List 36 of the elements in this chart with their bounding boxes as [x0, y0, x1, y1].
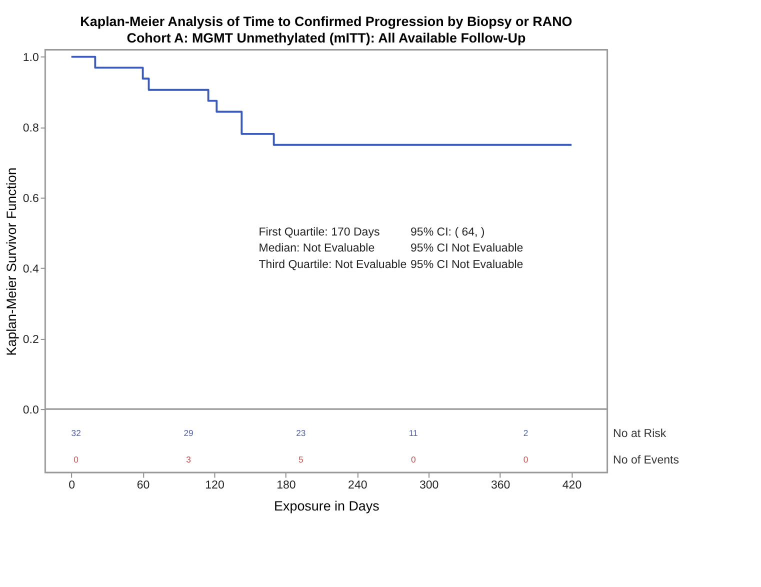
annotation: 3: [186, 454, 192, 465]
x-axis-title: Exposure in Days: [274, 498, 380, 514]
annotation: 95% CI Not Evaluable: [410, 242, 524, 255]
y-tick-label: 0.8: [22, 122, 39, 135]
text: No of Events: [613, 454, 680, 467]
text: No at Risk: [613, 428, 666, 440]
annotation: 23: [296, 428, 306, 438]
annotation: 11: [408, 428, 418, 438]
annotation: Third Quartile: Not Evaluable: [258, 259, 407, 272]
x-tick-label: 240: [348, 479, 368, 492]
x-tick-label: 360: [490, 479, 510, 492]
annotation: 29: [184, 428, 194, 438]
chart-subtitle: Cohort A: MGMT Unmethylated (mITT): All Available Follow-Up: [126, 30, 526, 46]
chart-title: Kaplan-Meier Analysis of Time to Confirmed Progression by Biopsy or RANO: [80, 14, 572, 29]
annotation: 0: [523, 454, 528, 465]
y-tick-label: 0.6: [22, 193, 39, 206]
annotation: 0: [410, 454, 416, 465]
y-axis-title: Kaplan-Meier Survivor Function: [4, 167, 20, 356]
annotation: 0: [74, 454, 79, 465]
x-tick-label: 300: [420, 479, 439, 492]
annotation: First Quartile: 170 Days: [258, 226, 380, 238]
x-tick-label: 0: [68, 479, 76, 492]
y-tick-label: 0.0: [22, 404, 39, 416]
annotation: 5: [298, 454, 304, 465]
x-tick-label: 60: [136, 479, 150, 492]
annotation: 95% CI Not Evaluable: [410, 259, 524, 272]
x-tick-label: 420: [562, 479, 582, 492]
annotation: 95% CI: ( 64, ): [410, 226, 485, 238]
y-tick-label: 0.2: [22, 334, 39, 346]
annotation: 32: [71, 428, 82, 438]
y-tick-label: 0.4: [22, 263, 40, 276]
y-tick-label: 1.0: [22, 52, 39, 64]
annotation: Median: Not Evaluable: [258, 242, 375, 255]
x-tick-label: 120: [205, 479, 224, 492]
x-tick-label: 180: [276, 479, 296, 492]
annotation: 2: [523, 428, 528, 438]
